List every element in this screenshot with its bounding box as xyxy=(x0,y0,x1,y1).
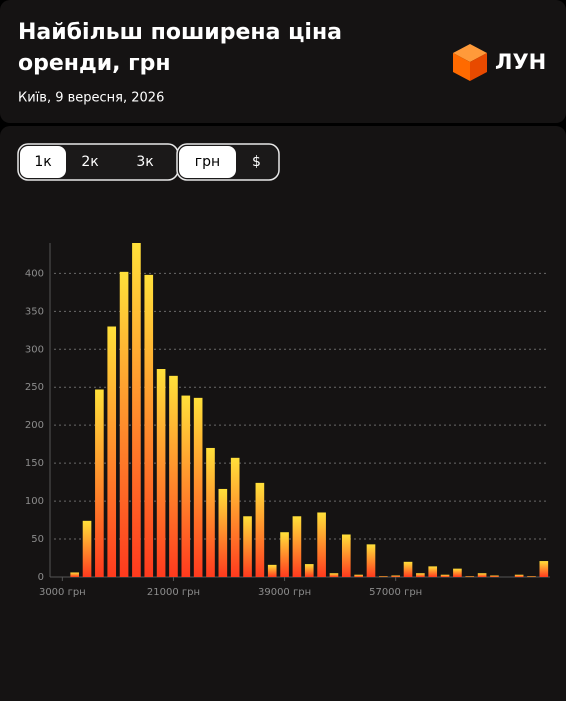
bar xyxy=(366,544,376,577)
bar xyxy=(218,488,228,577)
bar xyxy=(514,574,524,577)
logo-text: ЛУН xyxy=(495,50,546,74)
bar xyxy=(354,574,363,577)
y-tick-label: 50 xyxy=(31,534,44,545)
bar xyxy=(181,395,191,577)
bar xyxy=(243,516,252,577)
toggle-selected[interactable] xyxy=(179,146,236,178)
bar xyxy=(539,561,549,577)
plot: 0 50 100 150 200 250 300 350 400 3000 грн 21000 гр… xyxy=(25,243,550,598)
toggle-option[interactable]: 2к xyxy=(81,154,98,170)
title-line: Найбільш поширена ціна xyxy=(18,20,342,45)
bar xyxy=(304,564,314,577)
bar xyxy=(107,326,117,577)
bar xyxy=(391,575,400,577)
toggle-selected[interactable] xyxy=(20,146,66,178)
bar xyxy=(255,482,265,577)
bar xyxy=(156,369,166,577)
logo-icon xyxy=(453,44,487,81)
bar xyxy=(477,573,487,577)
bar xyxy=(132,243,141,577)
bar xyxy=(230,457,240,577)
bar xyxy=(465,576,475,577)
bar xyxy=(329,573,339,577)
bar xyxy=(70,572,80,577)
toggle-option[interactable]: 1к xyxy=(34,154,51,170)
bar xyxy=(428,566,438,577)
y-tick-label: 400 xyxy=(25,268,44,279)
bar xyxy=(341,534,351,577)
y-tick-label: 300 xyxy=(25,344,44,355)
bar xyxy=(490,575,499,577)
toggle-option[interactable]: $ xyxy=(252,154,261,170)
bar xyxy=(280,532,289,577)
bar xyxy=(82,520,92,577)
header-card xyxy=(0,0,566,123)
y-tick-label: 100 xyxy=(25,496,44,507)
title-line: оренди, грн xyxy=(18,51,171,76)
bar xyxy=(317,512,326,577)
bar xyxy=(416,573,425,577)
bar xyxy=(95,389,104,577)
subtitle: Київ, 9 вересня, 2026 xyxy=(18,91,164,106)
chart-card xyxy=(0,126,566,701)
x-tick-label: 57000 грн xyxy=(369,587,422,598)
y-tick-label: 250 xyxy=(25,382,44,393)
controls: 1к 2к 3к грн $ xyxy=(17,143,280,181)
bar xyxy=(292,516,302,577)
y-tick-label: 150 xyxy=(25,458,44,469)
toggle-option[interactable]: грн xyxy=(195,154,220,170)
bar xyxy=(440,574,450,577)
bar xyxy=(169,375,178,577)
x-tick-label: 21000 грн xyxy=(147,587,200,598)
bar xyxy=(144,274,154,577)
x-tick-label: 3000 грн xyxy=(39,587,86,598)
bar xyxy=(119,271,129,577)
bar xyxy=(267,564,277,577)
y-tick-label: 350 xyxy=(25,306,44,317)
bar xyxy=(206,447,215,577)
bar xyxy=(453,568,462,577)
y-tick-label: 200 xyxy=(25,420,44,431)
bar xyxy=(193,397,203,577)
toggle-option[interactable]: 3к xyxy=(136,154,153,170)
y-tick-label: 0 xyxy=(38,572,44,583)
bar xyxy=(403,561,413,577)
bar xyxy=(527,576,536,577)
bar xyxy=(379,576,388,577)
x-tick-label: 39000 грн xyxy=(258,587,311,598)
